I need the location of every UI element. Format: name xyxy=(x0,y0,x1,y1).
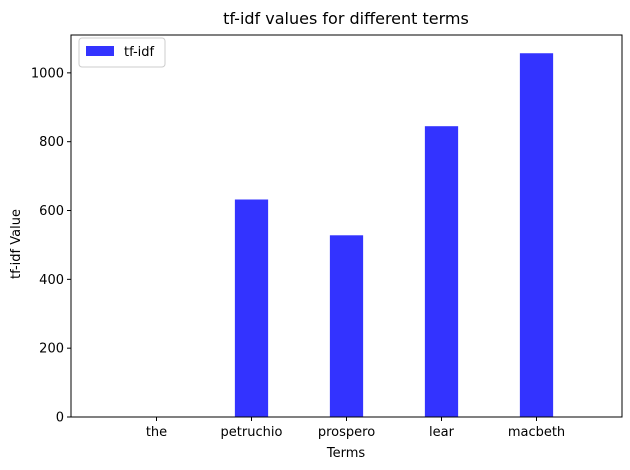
legend-label: tf-idf xyxy=(124,45,155,60)
y-tick-label: 600 xyxy=(39,204,64,219)
bar-lear xyxy=(424,126,459,418)
plot-frame xyxy=(70,34,623,418)
bar-prospero xyxy=(329,235,364,417)
x-tick-label: lear xyxy=(429,425,455,440)
y-tick-label: 0 xyxy=(56,411,64,426)
x-tick-label: the xyxy=(146,425,167,440)
x-axis-label: Terms xyxy=(326,446,366,461)
bar-macbeth xyxy=(519,53,554,418)
y-axis-label: tf-idf Value xyxy=(9,209,24,279)
x-tick-label: prospero xyxy=(318,425,375,440)
chart-title: tf-idf values for different terms xyxy=(223,9,469,28)
legend-swatch xyxy=(86,46,114,56)
bar-petruchio xyxy=(234,199,269,417)
y-tick-label: 800 xyxy=(39,135,64,150)
x-tick-label: petruchio xyxy=(221,425,283,440)
y-tick-label: 400 xyxy=(39,273,64,288)
legend: tf-idf xyxy=(78,37,166,68)
plot-area: 0 200 400 600 800 1000 the petruchio prospero lea… xyxy=(31,34,623,440)
legend-box xyxy=(78,37,166,68)
y-tick-label: 200 xyxy=(39,342,64,357)
x-tick-label: macbeth xyxy=(508,425,565,440)
y-tick-label: 1000 xyxy=(31,66,64,81)
